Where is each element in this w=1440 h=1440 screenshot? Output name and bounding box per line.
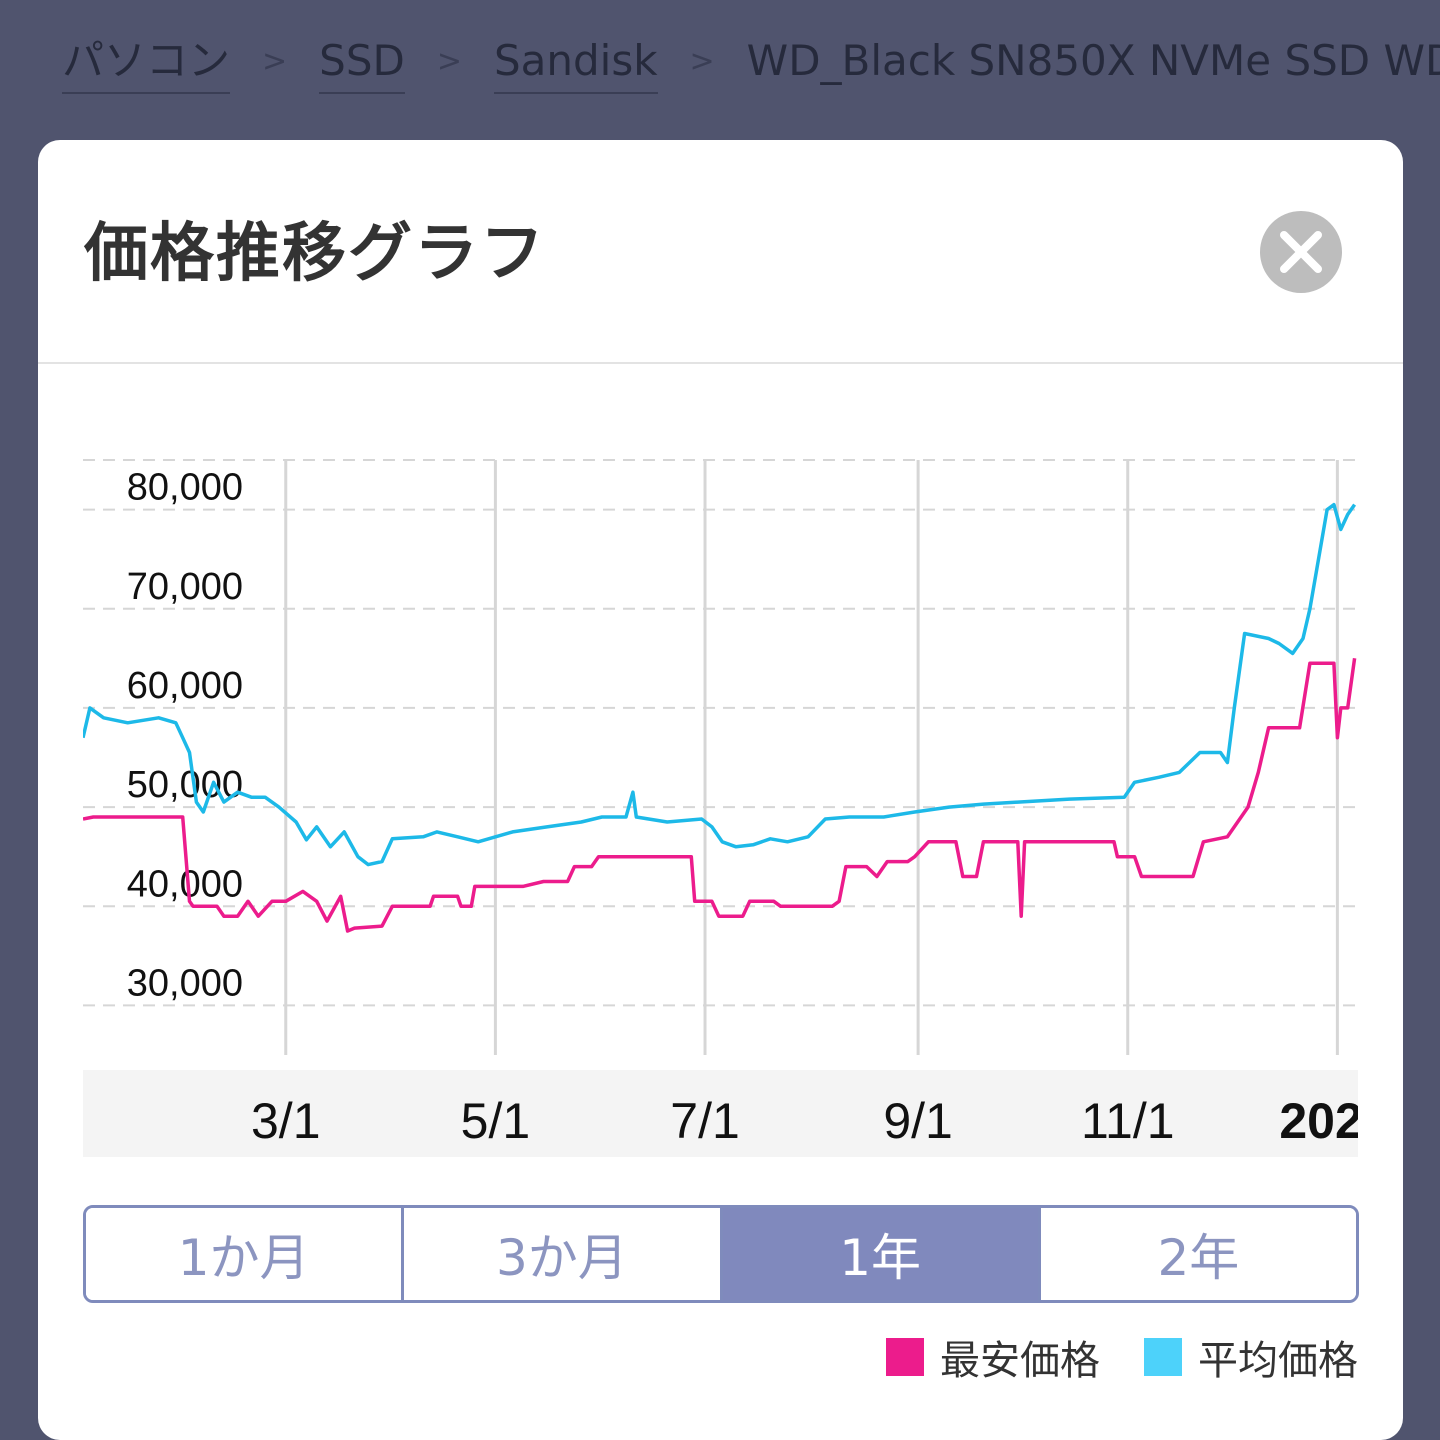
breadcrumb-link-ssd[interactable]: SSD bbox=[319, 30, 405, 94]
x-tick-label: 5/1 bbox=[461, 1093, 531, 1149]
y-tick-label: 60,000 bbox=[127, 665, 243, 707]
tab-2-years[interactable]: 2年 bbox=[1037, 1208, 1356, 1300]
x-tick-label: 202 bbox=[1279, 1093, 1358, 1149]
breadcrumb-link-pc[interactable]: パソコン bbox=[62, 30, 231, 94]
tab-1-year[interactable]: 1年 bbox=[719, 1208, 1038, 1300]
x-tick-label: 9/1 bbox=[883, 1093, 953, 1149]
modal-divider bbox=[38, 362, 1403, 364]
breadcrumb-current: WD_Black SN850X NVMe SSD WDS4 bbox=[746, 36, 1440, 85]
close-button[interactable] bbox=[1260, 211, 1342, 293]
price-history-modal: 価格推移グラフ 30,000 40,000 50,000 60,000 70,000 80… bbox=[38, 140, 1403, 1440]
chart-legend: 最安価格 平均価格 bbox=[842, 1328, 1358, 1386]
legend-label-lowest: 最安価格 bbox=[940, 1338, 1100, 1384]
legend-swatch-average bbox=[1144, 1338, 1182, 1376]
y-tick-label: 70,000 bbox=[127, 566, 243, 608]
x-tick-label: 3/1 bbox=[251, 1093, 321, 1149]
breadcrumb-separator: > bbox=[436, 44, 462, 79]
tab-1-month[interactable]: 1か月 bbox=[86, 1208, 402, 1300]
x-tick-label: 7/1 bbox=[670, 1093, 740, 1149]
breadcrumb: パソコン > SSD > Sandisk > WD_Black SN850X NVMe SS… bbox=[62, 30, 1440, 100]
range-tabs: 1か月 3か月 1年 2年 bbox=[83, 1205, 1359, 1303]
modal-title: 価格推移グラフ bbox=[84, 217, 546, 291]
y-tick-label: 40,000 bbox=[127, 863, 243, 905]
breadcrumb-separator: > bbox=[689, 44, 715, 79]
breadcrumb-separator: > bbox=[262, 44, 288, 79]
tab-3-months[interactable]: 3か月 bbox=[401, 1208, 720, 1300]
x-tick-label: 11/1 bbox=[1081, 1093, 1175, 1149]
legend-swatch-lowest bbox=[886, 1338, 924, 1376]
y-tick-label: 80,000 bbox=[127, 467, 243, 509]
legend-label-average: 平均価格 bbox=[1198, 1338, 1358, 1384]
legend-item-average: 平均価格 bbox=[1144, 1328, 1358, 1386]
chart-series bbox=[83, 502, 1357, 933]
series-line-average bbox=[83, 502, 1357, 867]
breadcrumb-link-sandisk[interactable]: Sandisk bbox=[493, 30, 658, 94]
series-line-lowest bbox=[83, 658, 1357, 933]
x-axis-labels: 3/1 5/1 7/1 9/1 11/1 202 bbox=[251, 1093, 1358, 1149]
legend-item-lowest: 最安価格 bbox=[886, 1328, 1100, 1386]
x-axis-band bbox=[83, 1070, 1358, 1157]
y-tick-label: 30,000 bbox=[127, 962, 243, 1004]
chart-grid bbox=[83, 459, 1358, 1055]
close-icon bbox=[1280, 231, 1322, 273]
